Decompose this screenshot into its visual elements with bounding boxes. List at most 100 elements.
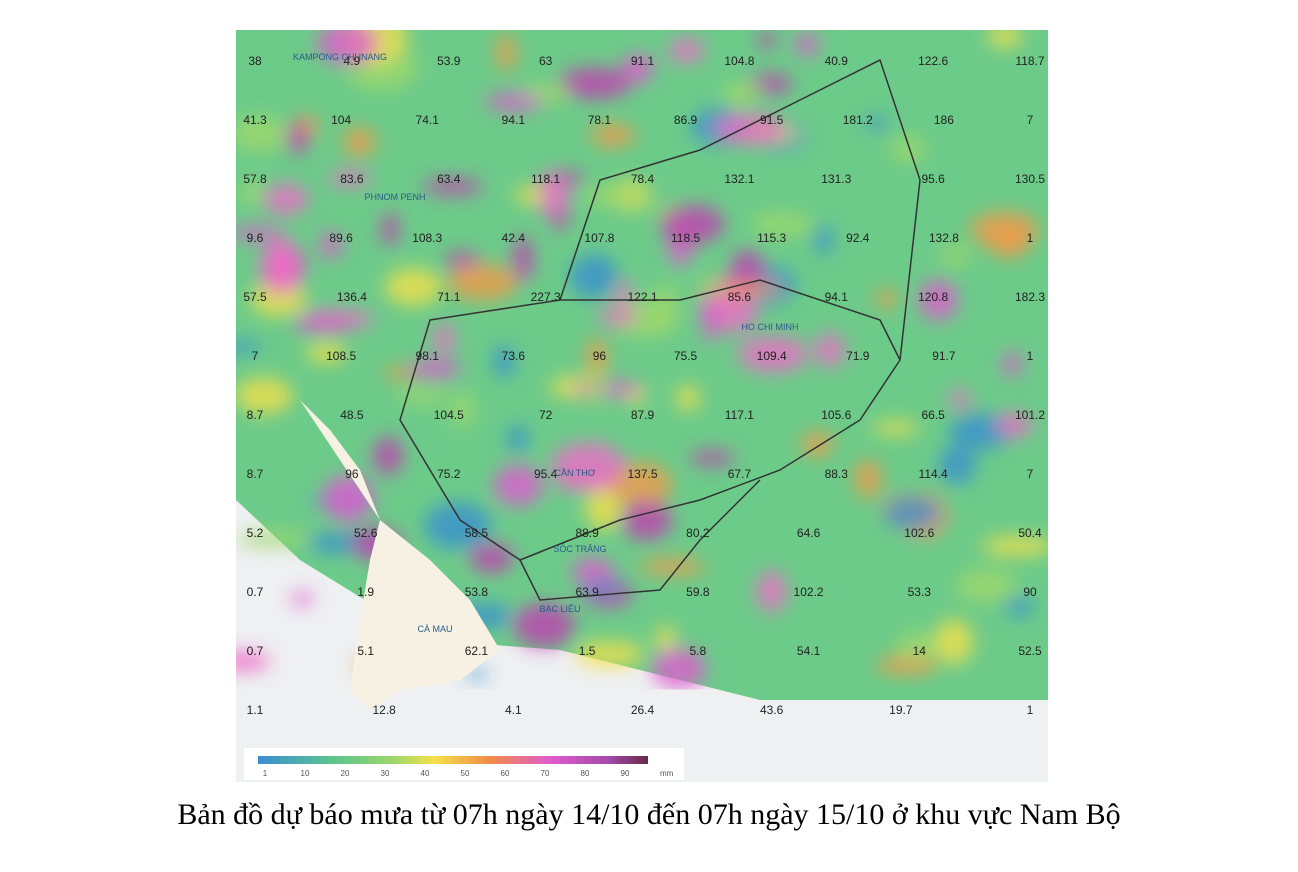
rain-value: 75.5 — [674, 349, 698, 363]
rain-blob — [468, 667, 486, 681]
rain-value: 186 — [934, 113, 954, 127]
rain-value: 118.5 — [671, 231, 700, 245]
rain-blob — [317, 30, 379, 65]
rain-blob — [659, 204, 725, 244]
rain-blob — [292, 318, 354, 333]
rain-blob — [949, 412, 1013, 451]
rain-blob — [876, 655, 938, 675]
rain-blob — [756, 570, 787, 613]
rain-value: 53.9 — [437, 54, 461, 68]
rain-value: 91.7 — [932, 349, 956, 363]
rain-value: 1 — [1027, 703, 1034, 717]
rain-value: 182.3 — [1015, 290, 1045, 304]
rain-value: 98.1 — [416, 349, 440, 363]
rain-value: 1 — [1027, 231, 1034, 245]
rain-value: 0.7 — [247, 644, 264, 658]
rain-value: 74.1 — [416, 113, 440, 127]
place-name: CẦN THƠ — [554, 468, 595, 478]
rain-value: 5.1 — [357, 644, 374, 658]
rain-value: 72 — [539, 408, 553, 422]
rain-value: 7 — [252, 349, 259, 363]
rain-value: 0.7 — [247, 585, 264, 599]
rain-blob — [305, 342, 347, 363]
rain-value: 57.5 — [243, 290, 267, 304]
rain-value: 117.1 — [725, 408, 754, 422]
rain-value: 7 — [1027, 467, 1034, 481]
rain-blob — [535, 172, 570, 218]
rain-value: 88.9 — [575, 526, 599, 540]
legend-tick: 70 — [541, 769, 550, 778]
rain-value: 64.6 — [797, 526, 821, 540]
rain-blob — [590, 123, 635, 147]
province-border — [399, 279, 901, 561]
caption: Bản đồ dự báo mưa từ 07h ngày 14/10 đến … — [177, 798, 1121, 831]
rain-blob — [987, 30, 1023, 48]
rain-value: 88.3 — [825, 467, 849, 481]
place-name: PHNOM PENH — [364, 192, 425, 202]
rain-value: 52.6 — [354, 526, 378, 540]
rain-blob — [621, 53, 655, 84]
rain-value: 9.6 — [247, 231, 264, 245]
rain-value: 75.2 — [437, 467, 461, 481]
rain-blob — [639, 558, 706, 576]
rain-value: 95.4 — [534, 467, 558, 481]
rain-blob — [949, 389, 971, 408]
legend-tick: 1 — [263, 769, 268, 778]
land-no-rain — [300, 400, 500, 710]
rain-blob — [668, 37, 705, 63]
rain-blob — [319, 231, 342, 259]
rain-value: 73.6 — [502, 349, 526, 363]
rain-value: 136.4 — [337, 290, 367, 304]
rain-blob — [758, 30, 776, 50]
rain-value: 5.2 — [247, 526, 264, 540]
rain-blob — [585, 485, 622, 531]
rain-blob — [571, 557, 615, 586]
rain-blob — [728, 87, 750, 111]
rain-blob — [621, 500, 673, 541]
rain-blob — [327, 170, 371, 186]
rain-blob — [236, 650, 270, 672]
rain-blob — [981, 536, 1048, 557]
rain-blob — [373, 436, 404, 476]
rain-value: 96 — [345, 467, 359, 481]
rain-blob — [801, 431, 834, 457]
rain-value: 43.6 — [760, 703, 784, 717]
rain-blob — [384, 267, 442, 307]
rain-value: 14 — [913, 644, 927, 658]
rain-value: 108.3 — [412, 231, 442, 245]
legend: 1 10 20 30 40 50 60 70 80 90 mm — [263, 769, 674, 778]
rain-value: 58.5 — [465, 526, 489, 540]
rain-value: 102.6 — [904, 526, 934, 540]
rain-value: 38 — [248, 54, 262, 68]
rain-value: 78.4 — [631, 172, 655, 186]
province-border — [519, 479, 761, 601]
rain-blob — [485, 92, 543, 112]
rain-value: 80.2 — [686, 526, 710, 540]
rain-value: 102.2 — [794, 585, 824, 599]
rain-value: 53.8 — [465, 585, 489, 599]
rain-value: 40.9 — [825, 54, 849, 68]
rain-value: 42.4 — [502, 231, 526, 245]
legend-tick: 90 — [621, 769, 630, 778]
rain-blob — [716, 280, 784, 297]
legend-tick: 80 — [581, 769, 590, 778]
rain-value: 104.8 — [724, 54, 754, 68]
rain-blob — [969, 211, 1039, 248]
legend-tick: 50 — [461, 769, 470, 778]
legend-tick: 40 — [421, 769, 430, 778]
rain-value: 94.1 — [502, 113, 526, 127]
rain-value: 48.5 — [340, 408, 364, 422]
rain-blob — [513, 602, 575, 648]
rain-blob — [551, 442, 625, 486]
rain-value: 122.1 — [627, 290, 657, 304]
rain-blob — [890, 135, 927, 163]
place-name: BẠC LIÊU — [539, 604, 580, 614]
rain-blob — [938, 445, 976, 485]
rain-blob — [291, 591, 313, 607]
rain-value: 90 — [1023, 585, 1037, 599]
rain-blob — [713, 113, 785, 145]
rain-value: 118.1 — [531, 172, 560, 186]
rain-blob — [713, 289, 758, 333]
rain-blob — [237, 530, 313, 548]
legend-unit: mm — [660, 769, 674, 778]
